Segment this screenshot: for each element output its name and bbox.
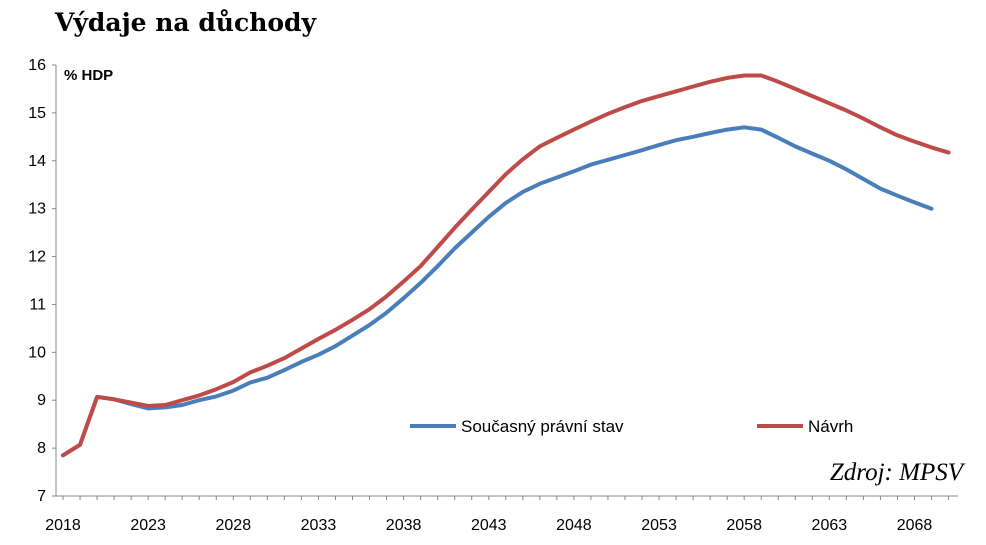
y-tick-label: 13 [28,201,46,218]
x-tick-label: 2028 [216,517,252,534]
series-line-2 [61,73,951,458]
x-tick-label: 2058 [726,517,762,534]
y-tick-label: 14 [28,153,46,170]
series-group [61,73,951,458]
y-tick-label: 15 [28,105,46,122]
x-tick-label: 2023 [130,517,166,534]
x-tick-label: 2043 [471,517,507,534]
x-tick-label: 2033 [301,517,337,534]
y-tick-label: 11 [29,296,46,313]
legend-label-1: Současný právní stav [461,417,624,436]
y-tick-label: 8 [37,440,46,457]
x-tick-label: 2038 [386,517,422,534]
x-tick-label: 2063 [812,517,848,534]
y-ticks: 7 8 9 10 11 12 13 14 15 16 [28,57,56,505]
x-tick-label: 2018 [45,517,81,534]
y-tick-label: 7 [37,488,46,505]
x-ticks: 2018 2023 2028 2033 2038 2043 2048 2053 2058 2063… [45,496,950,534]
y-tick-label: 10 [28,344,46,361]
unit-label: % HDP [64,67,113,84]
legend-label-2: Návrh [808,417,853,436]
y-tick-label: 16 [28,57,46,74]
y-tick-label: 9 [37,392,46,409]
x-tick-label: 2068 [897,517,933,534]
legend: Současný právní stav Návrh [410,417,853,436]
source-label: Zdroj: MPSV [830,459,966,486]
x-tick-label: 2048 [556,517,592,534]
axes [55,65,958,497]
chart-title: Výdaje na důchody [55,8,317,37]
y-tick-label: 12 [28,249,46,266]
x-tick-label: 2053 [641,517,677,534]
series-line-1 [61,125,934,458]
